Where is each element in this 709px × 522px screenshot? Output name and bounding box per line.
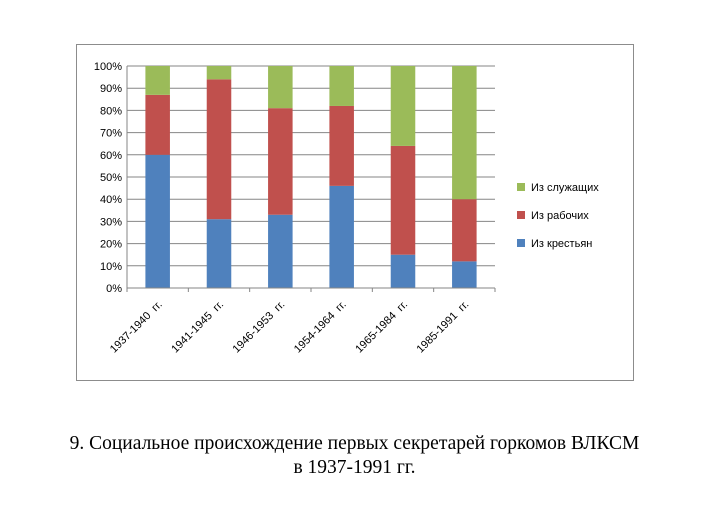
figure-caption: 9. Социальное происхождение первых секре… — [0, 432, 709, 480]
bar-segment — [452, 199, 477, 262]
legend-label: Из рабочих — [531, 210, 589, 222]
bar-segment — [145, 94, 170, 155]
legend-label: Из служащих — [531, 182, 599, 194]
y-tick-label: 10% — [100, 261, 122, 273]
bar-segment — [390, 66, 416, 146]
stacked-bar-chart: 0% 10% 20% 30% 40% 50% 60% 70% 80% 90% 100% 1937-19… — [94, 61, 599, 356]
bar-segment — [268, 108, 293, 215]
x-category-label: 1985-1991 гг. — [415, 299, 472, 356]
bar-segment — [452, 261, 477, 288]
bar-segment — [145, 154, 170, 288]
y-tick-label: 20% — [100, 239, 122, 251]
bar-segment — [390, 145, 416, 255]
y-tick-label: 90% — [100, 83, 122, 95]
caption-line-1: 9. Социальное происхождение первых секре… — [69, 433, 640, 454]
chart-area: 0% 10% 20% 30% 40% 50% 60% 70% 80% 90% 100% 1937-19… — [76, 44, 634, 381]
x-category-label: 1954-1964 гг. — [292, 299, 349, 356]
y-tick-label: 80% — [100, 105, 122, 117]
legend-swatch — [517, 211, 525, 219]
bar-segment — [268, 66, 293, 109]
bar-segment — [206, 79, 232, 220]
x-category-label: 1965-1984 гг. — [353, 299, 410, 356]
y-tick-label: 100% — [94, 61, 122, 73]
bar-segment — [268, 214, 293, 288]
y-tick-label: 30% — [100, 216, 122, 228]
bar-segment — [145, 66, 170, 95]
y-tick-label: 40% — [100, 194, 122, 206]
y-tick-label: 0% — [106, 283, 122, 295]
legend-swatch — [517, 183, 525, 191]
y-tick-label: 50% — [100, 172, 122, 184]
bar-segment — [452, 66, 477, 200]
legend-label: Из крестьян — [531, 238, 592, 250]
y-tick-label: 70% — [100, 128, 122, 140]
bar-segment — [206, 219, 232, 288]
bar-segment — [329, 105, 354, 186]
x-category-label: 1937-1940 гг. — [108, 299, 165, 356]
legend-swatch — [517, 239, 525, 247]
y-tick-label: 60% — [100, 150, 122, 162]
caption-line-2: в 1937-1991 гг. — [293, 457, 416, 478]
bar-segment — [206, 66, 232, 80]
bar-segment — [329, 66, 354, 106]
x-category-label: 1941-1945 гг. — [169, 299, 226, 356]
x-category-label: 1946-1953 гг. — [231, 299, 288, 356]
bar-segment — [329, 185, 354, 288]
bar-segment — [390, 254, 416, 288]
